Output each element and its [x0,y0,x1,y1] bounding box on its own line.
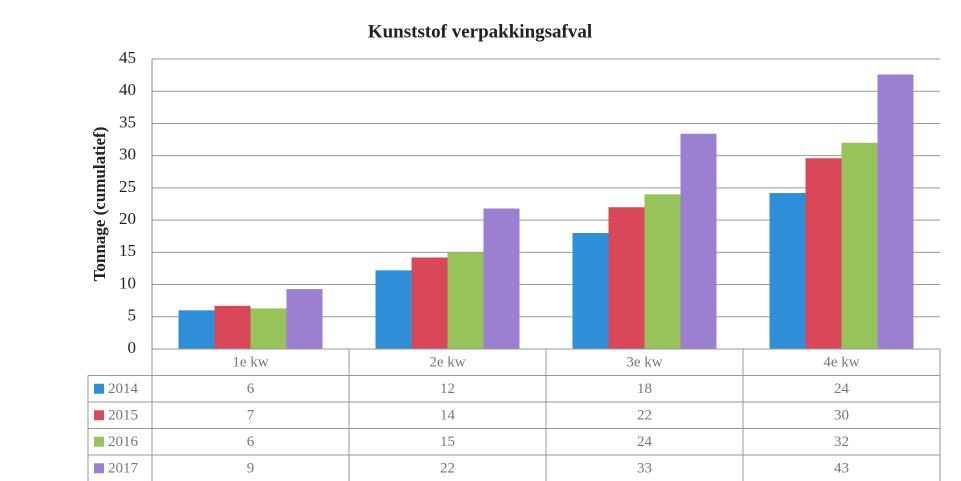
data-label: 24 [834,381,850,397]
bar [769,193,806,349]
y-tick-label: 20 [119,209,136,228]
legend-swatch [94,436,104,447]
bar [608,207,645,349]
bar [178,310,215,349]
y-tick-label: 40 [119,80,136,99]
data-label: 24 [637,434,653,450]
x-tick-label: 3e kw [626,355,662,371]
y-tick-label: 15 [119,241,136,260]
data-label: 18 [637,381,652,397]
y-axis-label: Tonnage (cumulatief) [90,127,109,282]
data-label: 33 [637,461,652,477]
bar [644,194,681,349]
legend-label: 2015 [108,408,138,424]
bar [805,158,842,349]
legend-swatch [94,410,104,421]
data-label: 6 [247,434,255,450]
x-tick-label: 4e kw [823,355,859,371]
data-label: 14 [440,408,456,424]
data-label: 32 [834,434,849,450]
data-label: 9 [247,461,255,477]
legend-label: 2014 [108,381,139,397]
bar [250,308,287,349]
data-label: 7 [247,408,255,424]
legend-swatch [94,383,104,394]
y-tick-label: 10 [119,273,136,292]
x-tick-label: 2e kw [429,355,465,371]
data-label: 22 [440,461,455,477]
legend-label: 2017 [108,461,139,477]
data-label: 22 [637,408,652,424]
y-tick-label: 35 [119,112,136,131]
data-label: 12 [440,381,455,397]
bar [572,233,609,349]
bar [877,74,914,349]
y-tick-label: 5 [128,306,137,325]
bar [680,133,717,349]
legend-swatch [94,463,104,474]
bar [286,289,323,349]
chart-title: Kunststof verpakkingsafval [368,21,592,42]
y-tick-label: 0 [128,338,137,357]
y-tick-label: 25 [119,177,136,196]
data-label: 30 [834,408,849,424]
data-label: 6 [247,381,255,397]
bar [411,257,448,349]
bar [375,270,412,349]
bar [447,252,484,349]
data-label: 15 [440,434,455,450]
y-tick-label: 45 [119,48,136,67]
bar [841,142,878,349]
y-tick-label: 30 [119,145,136,164]
legend-label: 2016 [108,434,139,450]
bar [214,305,251,349]
data-label: 43 [834,461,849,477]
bar [483,208,520,349]
x-tick-label: 1e kw [232,355,268,371]
